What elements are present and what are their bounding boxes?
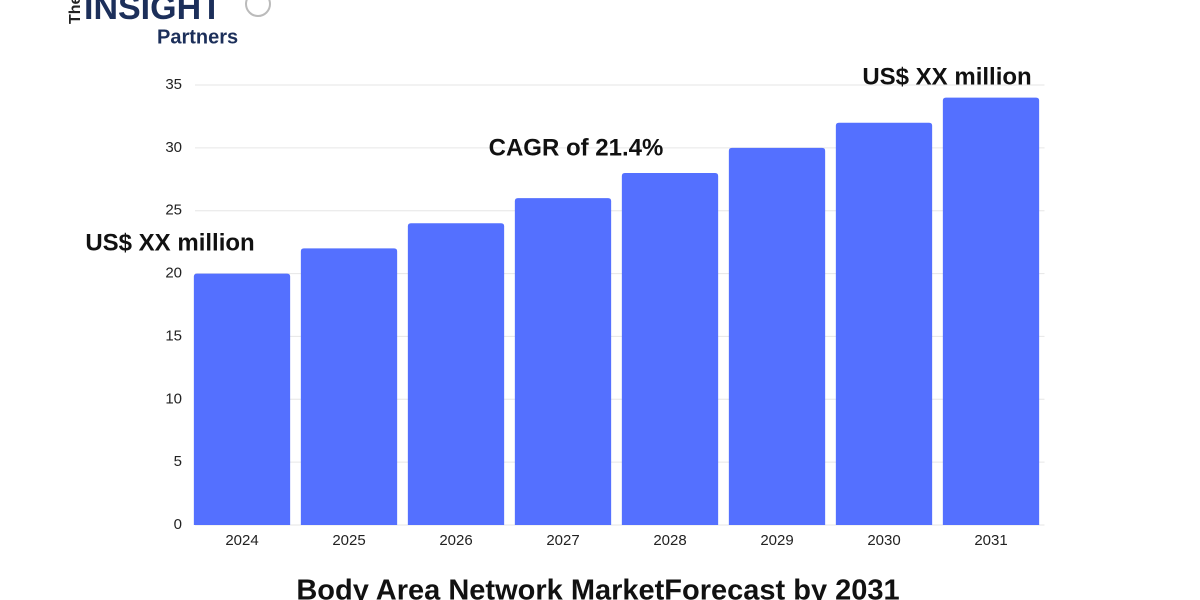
x-tick-label: 2024	[225, 532, 258, 549]
x-tick-label: 2025	[332, 532, 365, 549]
y-tick-label: 10	[165, 390, 182, 407]
bar	[621, 173, 719, 525]
bar	[300, 248, 398, 525]
annotation: US$ XX million	[85, 229, 254, 256]
y-tick-label: 0	[174, 516, 182, 533]
chart-title: Body Area Network MarketForecast by 2031	[296, 575, 899, 600]
bar	[835, 122, 933, 525]
y-tick-label: 5	[174, 453, 182, 470]
bar	[942, 97, 1040, 526]
logo: The INSIGHT Partners	[67, 0, 271, 48]
x-tick-label: 2030	[867, 532, 900, 549]
annotation: US$ XX million	[862, 63, 1031, 90]
logo-main: INSIGHT	[84, 0, 222, 27]
y-tick-label: 20	[165, 265, 182, 282]
bar	[407, 223, 505, 526]
x-tick-label: 2031	[974, 532, 1007, 549]
bar	[514, 198, 612, 525]
bar	[193, 273, 291, 525]
x-tick-label: 2026	[439, 532, 472, 549]
bar	[728, 147, 826, 525]
logo-sub: Partners	[157, 26, 238, 48]
annotation: CAGR of 21.4%	[489, 134, 664, 161]
logo-top: The	[67, 0, 84, 24]
y-tick-label: 25	[165, 202, 182, 219]
x-tick-label: 2028	[653, 532, 686, 549]
y-tick-label: 15	[165, 327, 182, 344]
x-tick-label: 2027	[546, 532, 579, 549]
y-tick-label: 30	[165, 139, 182, 156]
y-tick-label: 35	[165, 76, 182, 93]
logo-icon	[245, 0, 271, 17]
x-tick-label: 2029	[760, 532, 793, 549]
